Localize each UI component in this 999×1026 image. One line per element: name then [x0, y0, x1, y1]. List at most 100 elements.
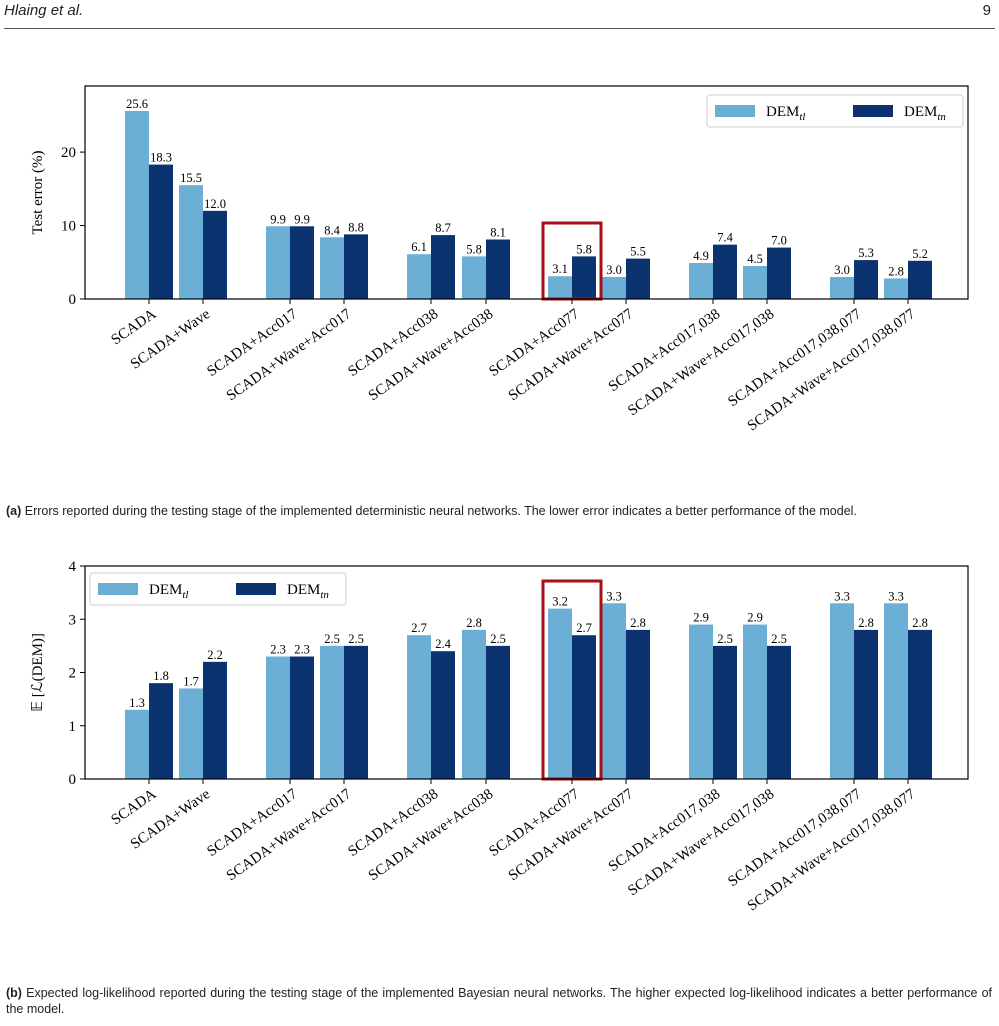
bar: [884, 603, 908, 779]
data-label: 1.8: [153, 669, 169, 683]
bar: [908, 629, 932, 779]
x-tick-label: SCADA+Acc017: [204, 786, 300, 860]
bar: [854, 629, 878, 779]
caption-a-label: (a): [6, 504, 22, 518]
legend: DEMtl DEMtn: [706, 94, 964, 128]
data-label: 2.2: [207, 648, 223, 662]
bar: [266, 656, 290, 779]
bar: [431, 651, 455, 779]
data-label: 2.9: [693, 611, 709, 625]
data-label: 7.0: [771, 234, 787, 248]
bar: [125, 709, 149, 779]
data-label: 1.7: [183, 674, 199, 688]
bar: [767, 645, 791, 779]
bar: [713, 244, 737, 299]
bar: [179, 688, 203, 779]
x-tick-label: SCADA+Acc038: [345, 306, 441, 380]
running-head-authors: Hlaing et al.: [4, 2, 84, 19]
bar: [626, 258, 650, 299]
y-tick-label: 4: [69, 559, 77, 575]
data-label: 7.4: [717, 231, 733, 245]
data-label: 5.8: [466, 242, 482, 256]
bar: [486, 239, 510, 299]
axes-frame: [84, 85, 969, 300]
bar: [908, 260, 932, 299]
bar: [743, 265, 767, 299]
data-label: 8.4: [324, 223, 340, 237]
data-label: 2.9: [747, 611, 763, 625]
data-label: 3.3: [834, 589, 850, 603]
data-label: 8.7: [435, 221, 451, 235]
data-label: 2.5: [348, 632, 364, 646]
legend-box: [89, 572, 347, 606]
bar: [320, 645, 344, 779]
bar: [407, 635, 431, 779]
bar: [149, 164, 173, 299]
data-label: 9.9: [270, 212, 286, 226]
data-label: 3.3: [606, 589, 622, 603]
x-tick-label: SCADA+Acc038: [345, 786, 441, 860]
x-tick-label: SCADA+Acc017: [204, 306, 300, 380]
data-label: 18.3: [150, 151, 172, 165]
bar: [203, 661, 227, 779]
bar: [689, 263, 713, 299]
data-label: 12.0: [204, 197, 226, 211]
data-label: 3.2: [552, 595, 568, 609]
bar: [290, 656, 314, 779]
bar: [689, 624, 713, 779]
bar: [179, 185, 203, 299]
caption-a-text: Errors reported during the testing stage…: [24, 504, 857, 518]
y-tick-label: 2: [69, 666, 77, 682]
bar: [743, 624, 767, 779]
bar: [854, 260, 878, 299]
y-tick-label: 10: [61, 219, 76, 235]
data-label: 2.7: [576, 621, 592, 635]
data-label: 25.6: [126, 97, 148, 111]
bar: [431, 235, 455, 299]
bar: [344, 234, 368, 299]
caption-b: (b) Expected log-likelihood reported dur…: [6, 985, 992, 1017]
data-label: 4.9: [693, 249, 709, 263]
bar: [320, 237, 344, 299]
bar: [462, 629, 486, 779]
data-label: 2.5: [324, 632, 340, 646]
data-label: 2.5: [717, 632, 733, 646]
legend-box: [706, 94, 964, 128]
bar: [884, 278, 908, 299]
legend-swatch: [853, 105, 893, 117]
chart-a: 25.6 18.3 15.512.0 9.9 9.9 8.4 8.8 6.1 8.7 5.8 8.1…: [30, 85, 969, 434]
bar: [572, 635, 596, 779]
bar: [290, 226, 314, 299]
data-label: 3.0: [834, 263, 850, 277]
caption-a: (a) Errors reported during the testing s…: [6, 503, 992, 519]
legend-label: DEMtl: [149, 582, 188, 601]
data-label: 2.7: [411, 621, 427, 635]
y-tick-label: 0: [69, 292, 77, 308]
caption-b-label: (b): [6, 986, 22, 1000]
data-label: 2.8: [466, 616, 482, 630]
data-label: 2.5: [490, 632, 506, 646]
data-label: 2.4: [435, 637, 451, 651]
caption-b-text: Expected log-likelihood reported during …: [6, 986, 992, 1016]
y-axis-label: 𝔼 [ℒ(DEM)]: [30, 633, 46, 712]
bar: [572, 256, 596, 299]
bar: [462, 256, 486, 299]
bar: [548, 276, 572, 299]
data-label: 9.9: [294, 212, 310, 226]
bar: [344, 645, 368, 779]
data-label: 2.5: [771, 632, 787, 646]
data-label: 2.3: [270, 643, 286, 657]
data-label: 2.8: [630, 616, 646, 630]
y-tick-label: 20: [61, 145, 76, 161]
bar: [602, 603, 626, 779]
x-tick-label: SCADA+Acc077: [486, 306, 582, 380]
legend-label: DEMtn: [287, 582, 329, 601]
bar: [548, 608, 572, 779]
data-label: 6.1: [411, 240, 427, 254]
bar: [149, 683, 173, 779]
legend-swatch: [98, 583, 138, 595]
header-rule: [4, 28, 995, 29]
y-tick-label: 1: [69, 719, 77, 735]
bar: [125, 110, 149, 299]
